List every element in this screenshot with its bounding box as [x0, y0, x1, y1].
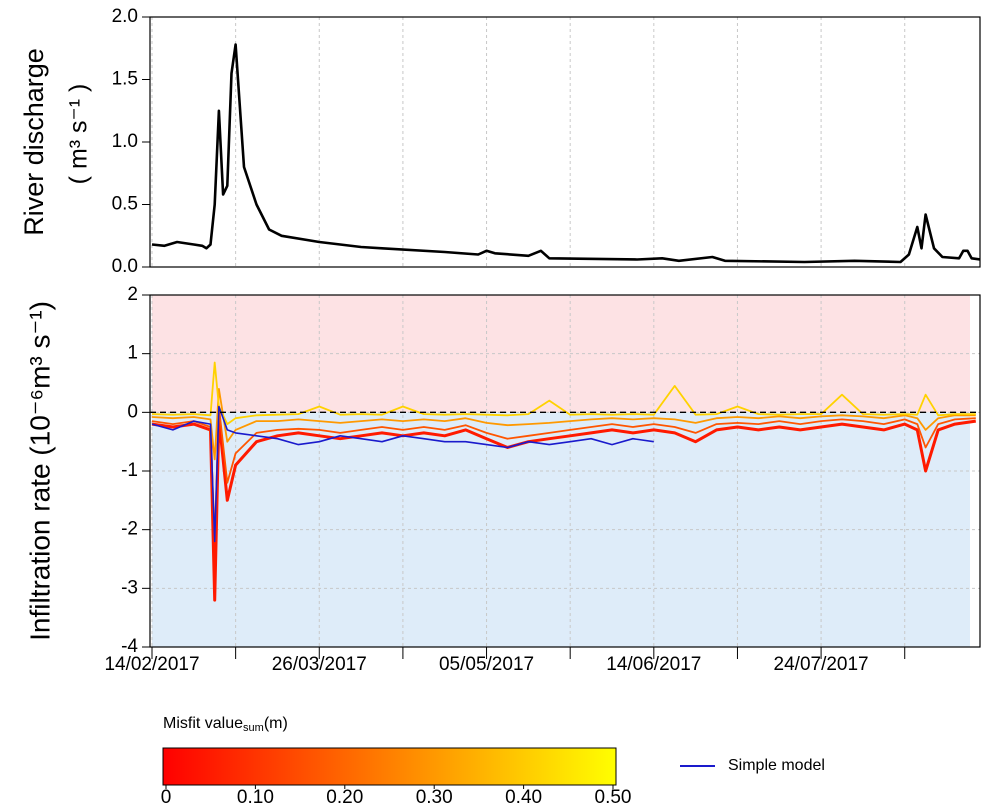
colorbar-tick-label: 0.20 — [326, 787, 363, 808]
x-tick-label: 14/02/2017 — [104, 654, 199, 675]
y-tick-label: 0 — [127, 401, 138, 422]
series-line — [151, 405, 654, 543]
colorbar-tick-label: 0.30 — [416, 787, 453, 808]
colorbar-tick-label: 0.10 — [237, 787, 274, 808]
y-tick-label: -4 — [121, 636, 138, 657]
colorbar-tick-label: 0.50 — [595, 787, 632, 808]
y-axis-label: Infiltration rate (10⁻⁶m³ s⁻¹) — [24, 301, 55, 641]
y-axis-unit: ( m³ s⁻¹ ) — [65, 84, 93, 185]
x-tick-label: 26/03/2017 — [272, 654, 367, 675]
plot-frame — [149, 16, 981, 268]
y-tick-label: 1.0 — [112, 131, 138, 152]
colorbar-title: Misfit valuesum(m) — [163, 715, 288, 734]
series-line — [151, 416, 977, 602]
y-axis-label: River discharge — [19, 48, 49, 236]
series-line — [151, 388, 976, 461]
y-tick-label: 1 — [127, 343, 138, 364]
colorbar-title-sub: sum — [243, 722, 264, 734]
y-tick-label: 2.0 — [112, 6, 138, 27]
y-tick-label: 2 — [127, 284, 138, 305]
x-tick-label: 24/07/2017 — [774, 654, 869, 675]
y-tick-label: -2 — [121, 519, 138, 540]
x-tick-label: 05/05/2017 — [439, 654, 534, 675]
y-tick-label: 0.5 — [112, 194, 138, 215]
series-line — [151, 361, 976, 425]
legend-label: Simple model — [728, 757, 825, 774]
series-line — [151, 43, 980, 264]
series-line — [151, 405, 976, 543]
y-tick-label: 0.0 — [112, 256, 138, 277]
colorbar-tick-label: 0 — [161, 787, 172, 808]
colorbar — [162, 747, 617, 786]
colorbar-title-unit: (m) — [264, 715, 288, 732]
colorbar-title-main: Misfit value — [163, 715, 243, 732]
colorbar-tick-label: 0.40 — [505, 787, 542, 808]
x-tick-label: 14/06/2017 — [606, 654, 701, 675]
y-tick-label: 1.5 — [112, 69, 138, 90]
y-tick-label: -1 — [121, 460, 138, 481]
y-tick-label: -3 — [121, 577, 138, 598]
plot-frame — [149, 294, 981, 648]
